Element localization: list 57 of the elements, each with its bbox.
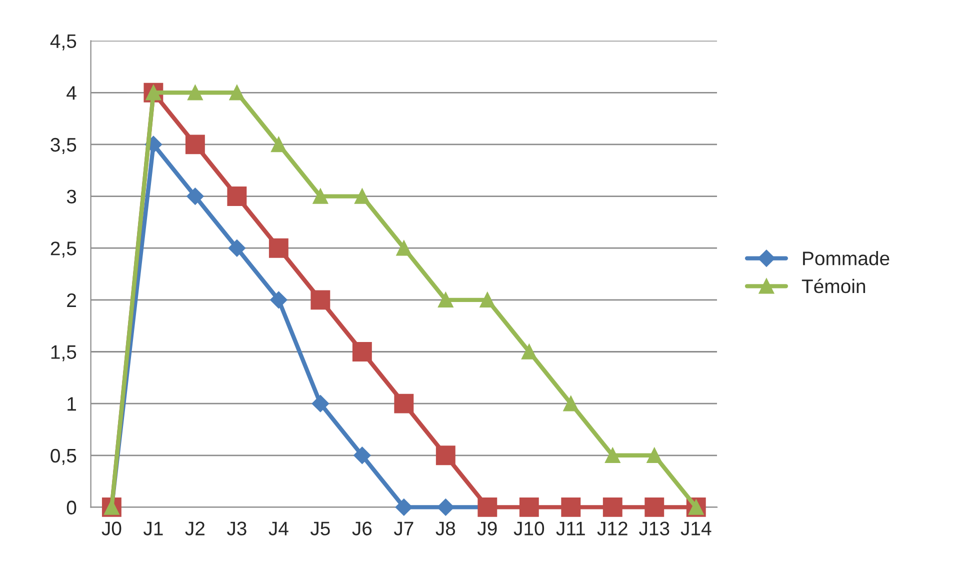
point <box>563 396 579 412</box>
point <box>480 292 496 308</box>
x-tick-label: J7 <box>394 522 414 536</box>
y-tick-label: 3 <box>66 190 76 204</box>
legend-label: Pommade <box>803 251 890 266</box>
x-tick-label: J9 <box>477 522 497 536</box>
point <box>394 394 414 414</box>
point <box>352 342 372 362</box>
y-tick-label: 2 <box>67 293 76 307</box>
point <box>227 186 247 206</box>
point <box>395 498 412 516</box>
y-tick-label: 1 <box>68 397 76 411</box>
point <box>312 188 328 204</box>
point <box>354 188 370 204</box>
y-tick-label: 1,5 <box>51 345 76 362</box>
point <box>186 188 204 205</box>
point <box>271 136 286 152</box>
y-tick-label: 3,5 <box>50 138 76 154</box>
x-tick-label: J2 <box>185 522 204 536</box>
y-tick-label: 0 <box>66 500 76 514</box>
x-tick-label: J12 <box>597 522 628 536</box>
point <box>646 448 662 464</box>
point <box>561 497 581 517</box>
y-tick-label: 4 <box>66 86 76 100</box>
point <box>437 498 454 516</box>
point <box>354 446 371 464</box>
x-tick-label: J14 <box>680 522 712 536</box>
y-tick-label: 4,5 <box>50 34 76 50</box>
point <box>268 238 288 258</box>
point <box>310 290 330 310</box>
x-tick-label: J11 <box>556 522 585 536</box>
x-tick-label: J8 <box>436 522 456 536</box>
point <box>228 240 246 257</box>
x-tick-label: J0 <box>102 522 122 536</box>
x-tick-label: J4 <box>268 522 288 536</box>
y-tick-label: 0,5 <box>50 448 76 465</box>
point <box>188 84 203 100</box>
y-tick-label: 2,5 <box>50 242 76 258</box>
point <box>604 448 620 464</box>
point <box>522 344 537 360</box>
point <box>644 497 664 517</box>
point <box>396 240 412 256</box>
x-tick-label: J10 <box>514 522 544 536</box>
legend-label: Témoin <box>802 278 866 294</box>
x-tick-label: J3 <box>226 522 246 536</box>
x-tick-label: J1 <box>143 522 163 536</box>
point <box>312 395 329 412</box>
x-tick-label: J13 <box>639 522 670 536</box>
point <box>229 84 245 100</box>
x-tick-label: J6 <box>352 522 372 536</box>
point <box>438 292 454 308</box>
point <box>519 497 539 517</box>
x-tick-label: J5 <box>310 522 330 536</box>
point <box>436 446 456 466</box>
point <box>270 291 288 308</box>
point <box>602 497 622 517</box>
point <box>185 134 205 154</box>
